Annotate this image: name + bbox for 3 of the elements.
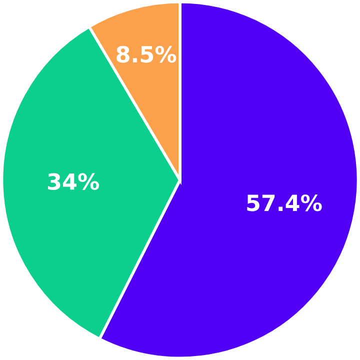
data-label: 57.4% — [247, 194, 322, 212]
data-label: 8.5% — [116, 46, 176, 63]
data-label: 34% — [48, 173, 100, 190]
